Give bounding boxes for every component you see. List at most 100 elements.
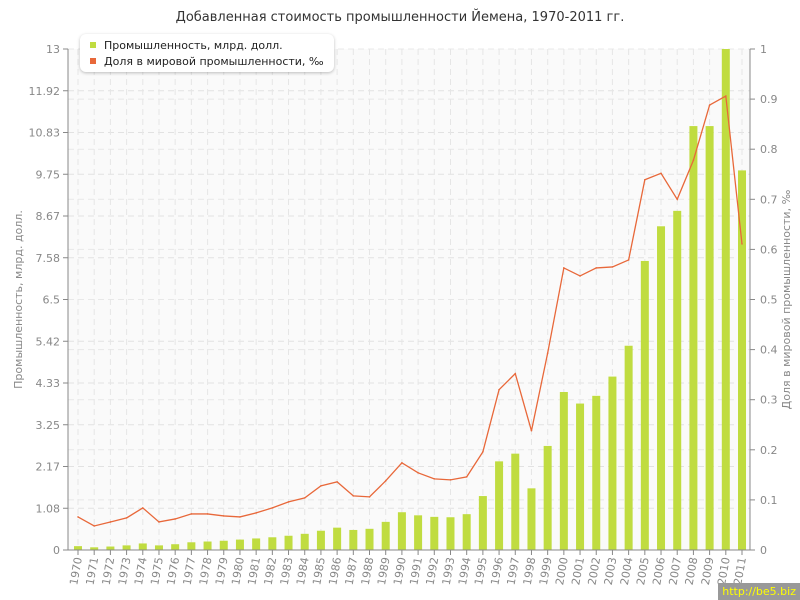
bar-1992[interactable] [430, 516, 439, 550]
bar-1977[interactable] [187, 542, 196, 550]
x-tick-label: 2011 [731, 556, 749, 586]
line-point-2006[interactable] [660, 172, 662, 175]
line-point-1982[interactable] [271, 507, 274, 509]
line-point-1975[interactable] [158, 521, 160, 523]
bar-1987[interactable] [349, 529, 358, 550]
bar-1970[interactable] [74, 546, 82, 550]
line-point-2010[interactable] [725, 95, 727, 97]
bar-1985[interactable] [316, 530, 325, 550]
bar-1989[interactable] [381, 521, 390, 550]
bar-1995[interactable] [478, 496, 487, 550]
line-point-2007[interactable] [676, 198, 679, 201]
bar-1999[interactable] [543, 445, 552, 550]
bar-2005[interactable] [640, 260, 649, 550]
line-point-2008[interactable] [692, 159, 695, 162]
legend-item-industry[interactable]: Промышленность, млрд. долл. [90, 37, 324, 53]
line-point-1984[interactable] [303, 497, 306, 499]
bar-1996[interactable] [495, 461, 504, 550]
bar-1986[interactable] [333, 527, 342, 550]
bar-1990[interactable] [397, 512, 406, 550]
line-point-2002[interactable] [595, 267, 598, 269]
line-point-1990[interactable] [401, 462, 403, 464]
x-tick-label: 2001 [569, 556, 587, 586]
line-point-2003[interactable] [611, 266, 614, 268]
line-point-1973[interactable] [125, 517, 128, 519]
bar-2001[interactable] [576, 403, 585, 550]
y2-tick-label: 1 [760, 43, 767, 56]
bar-1971[interactable] [90, 547, 99, 550]
line-point-1986[interactable] [336, 481, 338, 483]
bar-2003[interactable] [608, 376, 617, 550]
bar-1991[interactable] [414, 515, 423, 550]
x-tick-label: 2008 [683, 556, 701, 586]
x-tick-label: 1994 [456, 556, 474, 586]
bar-1983[interactable] [284, 535, 293, 550]
line-point-1995[interactable] [482, 451, 484, 453]
bar-2010[interactable] [721, 49, 730, 550]
line-point-2009[interactable] [708, 104, 711, 106]
bar-1994[interactable] [462, 514, 471, 550]
line-point-2004[interactable] [627, 259, 630, 261]
line-point-1991[interactable] [417, 472, 419, 474]
line-point-1974[interactable] [141, 507, 144, 509]
bar-1997[interactable] [511, 453, 520, 550]
line-point-1976[interactable] [174, 518, 176, 520]
bar-2008[interactable] [689, 126, 698, 551]
line-point-1999[interactable] [546, 352, 549, 354]
bar-2007[interactable] [673, 210, 682, 550]
x-tick-label: 1986 [326, 556, 344, 586]
bar-1984[interactable] [300, 533, 309, 550]
line-point-1977[interactable] [190, 513, 193, 515]
line-point-1985[interactable] [320, 485, 322, 487]
bar-1979[interactable] [219, 540, 228, 550]
line-point-1987[interactable] [352, 495, 355, 497]
line-point-1980[interactable] [239, 516, 241, 518]
bar-1974[interactable] [138, 543, 147, 550]
line-point-1972[interactable] [109, 521, 112, 523]
line-point-1970[interactable] [77, 516, 79, 518]
x-tick-label: 1977 [181, 556, 199, 586]
legend-item-share[interactable]: Доля в мировой промышленности, ‰ [90, 53, 324, 69]
bar-2004[interactable] [624, 345, 633, 550]
line-point-1988[interactable] [368, 496, 371, 498]
line-point-1992[interactable] [433, 478, 436, 480]
bar-1973[interactable] [122, 545, 131, 550]
line-point-2011[interactable] [741, 243, 743, 245]
line-point-2000[interactable] [563, 267, 565, 269]
line-point-2005[interactable] [644, 178, 646, 181]
line-point-1993[interactable] [449, 479, 452, 481]
bar-1978[interactable] [203, 541, 212, 550]
bar-1972[interactable] [106, 546, 115, 550]
line-point-1978[interactable] [206, 513, 209, 515]
line-point-1989[interactable] [384, 480, 387, 482]
bar-1993[interactable] [446, 517, 455, 550]
y2-tick-label: 0.5 [760, 294, 778, 307]
bar-1980[interactable] [235, 539, 244, 550]
bar-2011[interactable] [738, 170, 746, 550]
bar-1975[interactable] [154, 545, 163, 550]
line-point-1997[interactable] [514, 372, 517, 375]
x-tick-label: 1982 [262, 556, 280, 586]
line-point-1994[interactable] [465, 476, 468, 478]
line-point-1971[interactable] [93, 525, 95, 527]
x-tick-label: 1978 [197, 556, 215, 586]
line-point-1998[interactable] [530, 429, 533, 432]
bar-1998[interactable] [527, 488, 536, 550]
bar-1988[interactable] [365, 528, 374, 550]
bar-1976[interactable] [171, 544, 180, 550]
x-tick-label: 1993 [440, 556, 458, 586]
line-point-1979[interactable] [222, 515, 225, 517]
bar-2009[interactable] [705, 126, 714, 551]
watermark[interactable]: http://be5.biz [718, 583, 800, 600]
bar-2000[interactable] [559, 391, 568, 550]
line-point-2001[interactable] [579, 275, 581, 277]
line-point-1996[interactable] [498, 388, 500, 391]
bar-1981[interactable] [252, 538, 261, 550]
bar-2002[interactable] [592, 395, 601, 550]
bar-1982[interactable] [268, 537, 277, 550]
x-tick-label: 2009 [699, 556, 717, 586]
y-tick-label: 6.5 [43, 294, 61, 307]
line-point-1983[interactable] [287, 501, 290, 503]
bar-2006[interactable] [657, 226, 666, 550]
line-point-1981[interactable] [255, 512, 257, 514]
